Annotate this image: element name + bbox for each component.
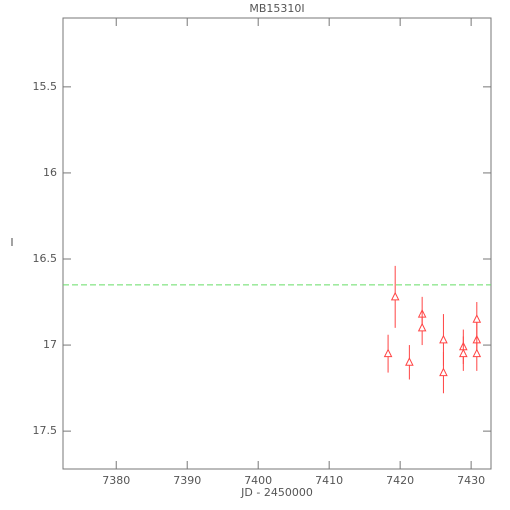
x-tick-label: 7380 [102, 474, 130, 487]
point [472, 314, 482, 323]
point [472, 348, 482, 358]
y-tick-label: 16.5 [33, 252, 58, 265]
y-tick-label: 17.5 [33, 424, 58, 437]
point [390, 291, 400, 301]
point [417, 322, 427, 332]
chart-title: MB15310I [249, 2, 304, 15]
x-tick-label: 7430 [457, 474, 485, 487]
x-tick-label: 7390 [173, 474, 201, 487]
point [439, 334, 448, 344]
point [405, 357, 414, 366]
y-axis-label: I [10, 236, 13, 249]
y-tick-label: 17 [43, 338, 57, 351]
x-tick-label: 7420 [386, 474, 414, 487]
y-tick-label: 15.5 [33, 80, 58, 93]
plot-frame [62, 17, 492, 470]
x-tick-label: 7400 [244, 474, 272, 487]
x-axis-label: JD - 2450000 [240, 486, 313, 499]
point [459, 348, 468, 358]
point [439, 367, 448, 377]
point [383, 348, 393, 358]
x-tick-label: 7410 [315, 474, 343, 487]
y-tick-label: 16 [43, 166, 57, 179]
